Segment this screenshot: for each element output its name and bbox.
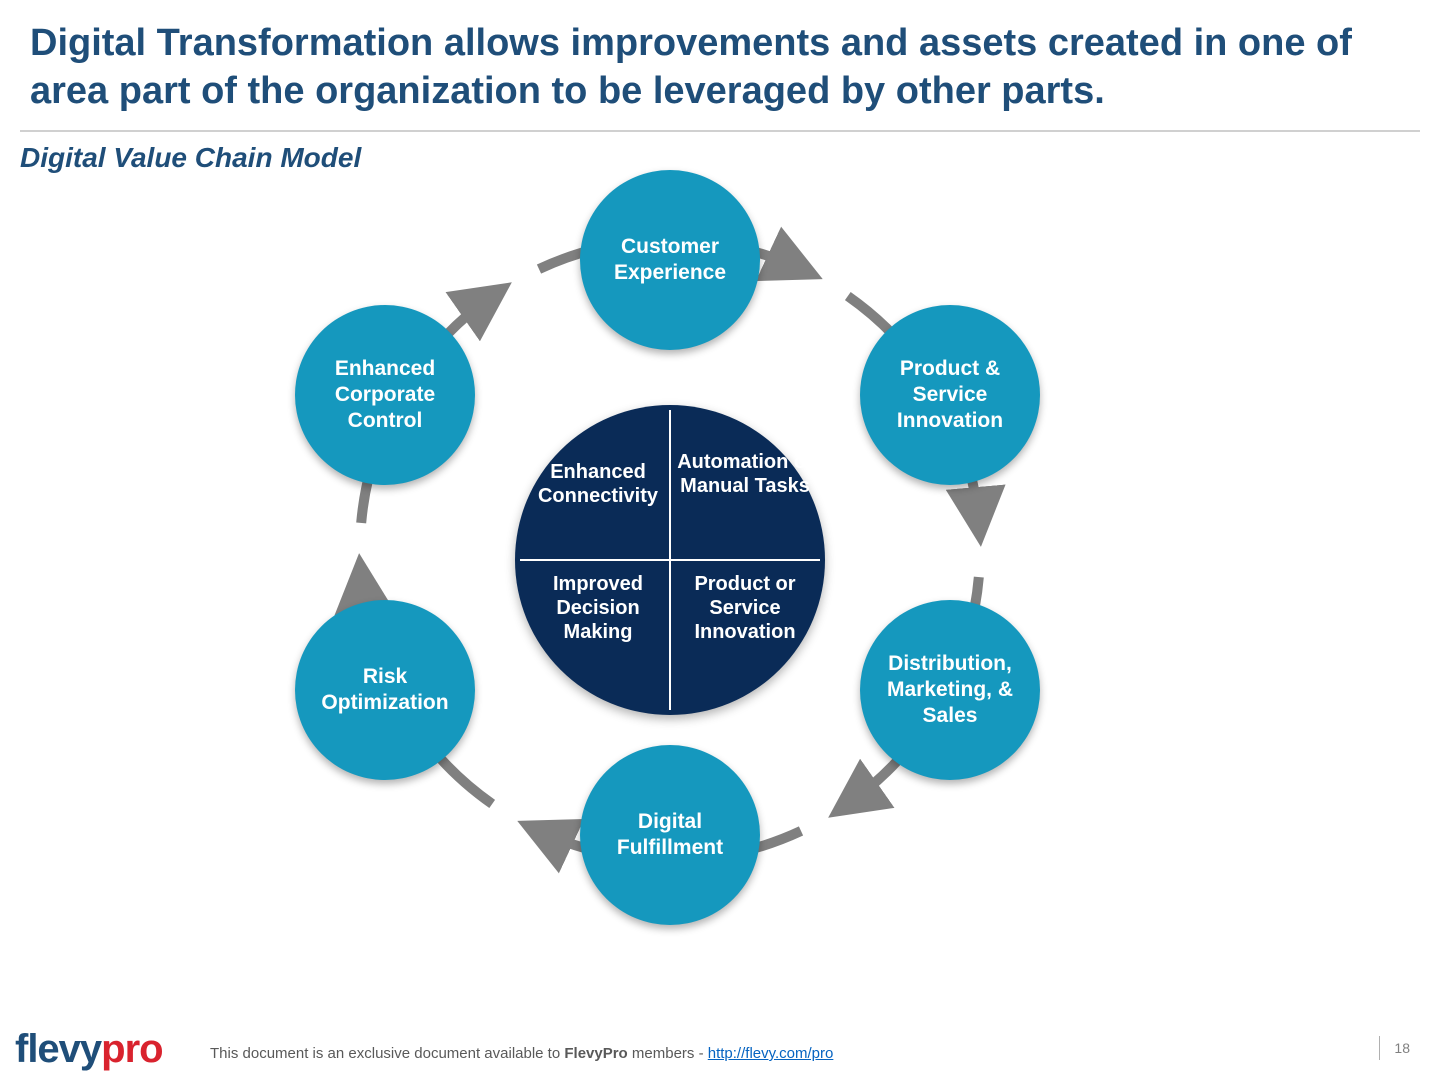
outer-node-product_service_innovation: Product & Service Innovation	[860, 305, 1040, 485]
outer-node-customer_experience: Customer Experience	[580, 170, 760, 350]
outer-node-enhanced_corporate_control: Enhanced Corporate Control	[295, 305, 475, 485]
outer-node-distribution_marketing_sales: Distribution, Marketing, & Sales	[860, 600, 1040, 780]
quadrant-tr: Automation of Manual Tasks	[675, 450, 815, 498]
slide-title: Digital Transformation allows improvemen…	[30, 20, 1410, 115]
logo-text-a: flevy	[15, 1027, 101, 1071]
logo: flevypro	[15, 1027, 163, 1072]
quadrant-br: Product or Service Innovation	[675, 572, 815, 644]
footer-text: This document is an exclusive document a…	[210, 1045, 833, 1062]
title-divider	[20, 130, 1420, 132]
footer-prefix: This document is an exclusive document a…	[210, 1045, 564, 1062]
footer-suffix: members -	[628, 1045, 708, 1062]
center-hline	[520, 559, 820, 561]
quadrant-tl: Enhanced Connectivity	[528, 460, 668, 508]
footer: flevypro This document is an exclusive d…	[0, 1020, 1440, 1080]
slide: Digital Transformation allows improvemen…	[0, 0, 1440, 1080]
footer-bold: FlevyPro	[564, 1045, 627, 1062]
outer-node-digital_fulfillment: Digital Fulfillment	[580, 745, 760, 925]
outer-node-risk_optimization: Risk Optimization	[295, 600, 475, 780]
value-chain-diagram: Enhanced Connectivity Automation of Manu…	[220, 170, 1120, 950]
logo-text-b: pro	[101, 1027, 162, 1071]
footer-link[interactable]: http://flevy.com/pro	[708, 1045, 834, 1062]
page-number: 18	[1379, 1036, 1410, 1060]
quadrant-bl: Improved Decision Making	[528, 572, 668, 644]
